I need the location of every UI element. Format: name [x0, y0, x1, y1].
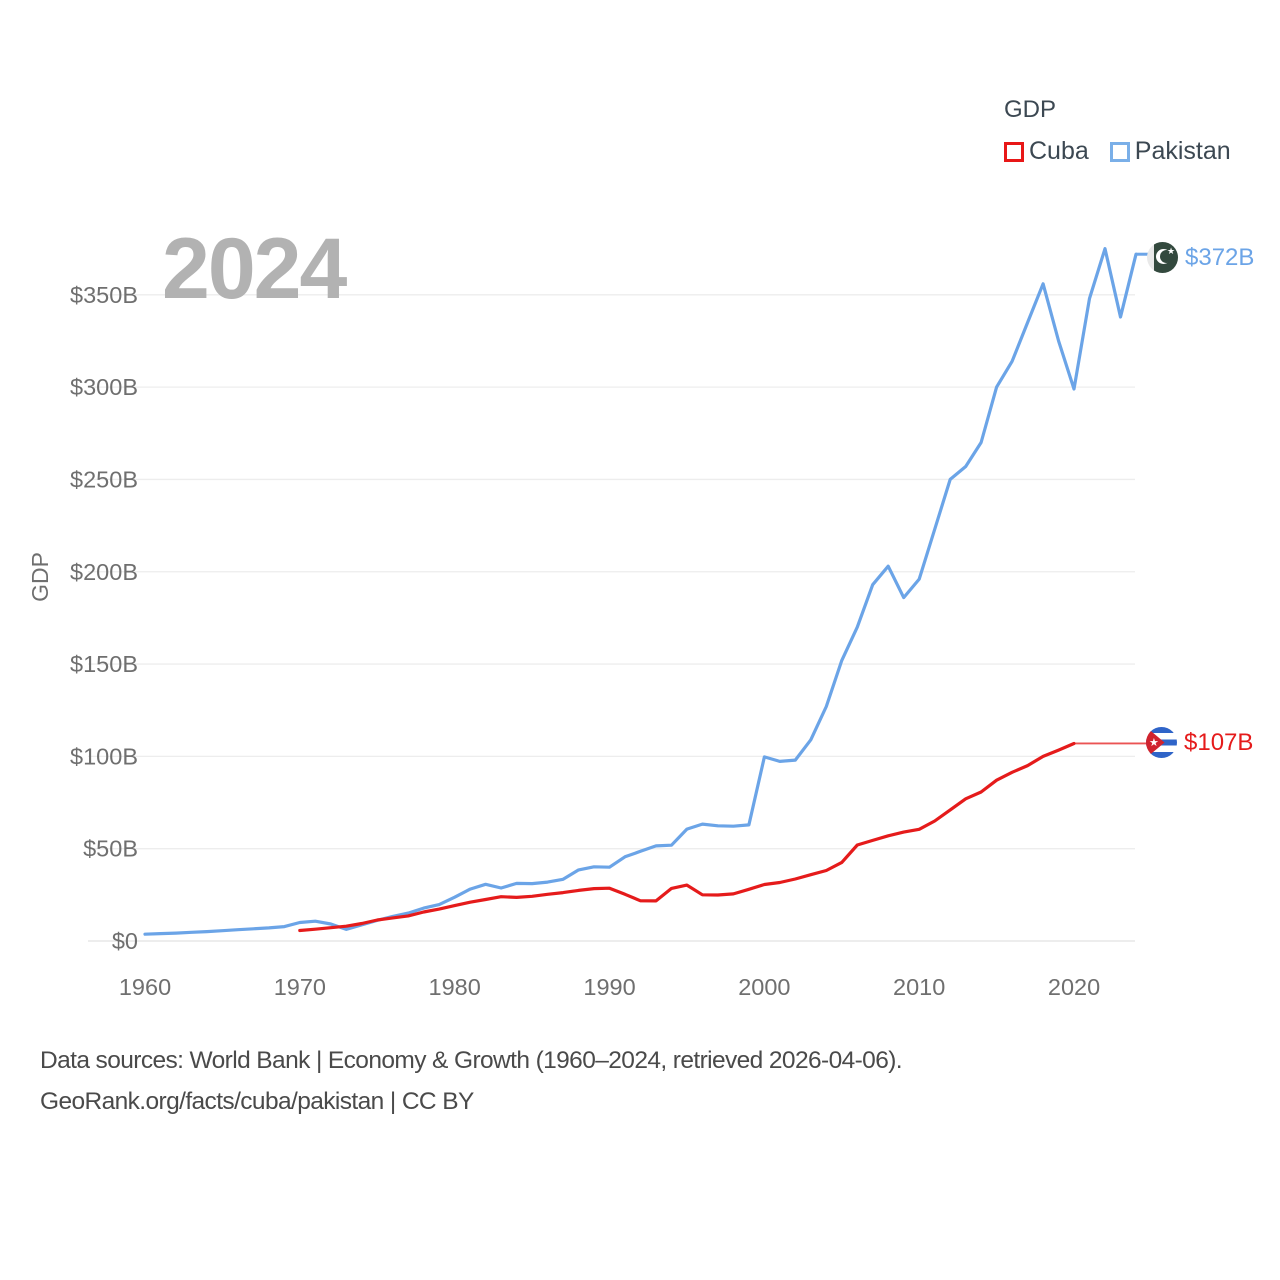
- gdp-line-chart: $0 $50B $100B $150B $200B $250B $300B $350B 1960…: [27, 240, 1150, 1000]
- cuba-flag-icon: ★: [1146, 727, 1177, 758]
- pakistan-flag-icon: ★: [1147, 242, 1178, 273]
- cuba-value-label: $107B: [1184, 728, 1254, 756]
- source-line-1: Data sources: World Bank | Economy & Gro…: [40, 1047, 903, 1074]
- x-tick-label: 1960: [119, 974, 171, 1000]
- pakistan-swatch-icon: [1109, 141, 1130, 162]
- source-line-2: GeoRank.org/facts/cuba/pakistan | CC BY: [40, 1088, 474, 1115]
- source-attribution: Data sources: World Bank | Economy & Gro…: [40, 1040, 903, 1122]
- legend-label-cuba: Cuba: [1029, 137, 1089, 165]
- x-tick-label: 1980: [429, 974, 481, 1000]
- y-axis-title: GDP: [27, 552, 53, 602]
- cuba-line: [298, 741, 1076, 933]
- y-tick-label: $250B: [70, 466, 138, 492]
- x-tick-label: 1970: [274, 974, 326, 1000]
- legend-items: Cuba Pakistan: [1004, 137, 1231, 166]
- legend-title: GDP: [1004, 96, 1057, 123]
- x-tick-label: 2000: [738, 974, 790, 1000]
- legend-item-cuba[interactable]: Cuba: [1004, 137, 1089, 166]
- y-tick-label: $0: [112, 928, 138, 954]
- y-tick-label: $200B: [70, 559, 138, 585]
- y-tick-label: $50B: [83, 836, 138, 862]
- y-tick-label: $100B: [70, 743, 138, 769]
- pakistan-line: [143, 247, 1138, 936]
- x-tick-label: 2020: [1048, 974, 1100, 1000]
- legend-label-pakistan: Pakistan: [1134, 137, 1231, 165]
- pakistan-value-label: $372B: [1185, 243, 1255, 271]
- y-tick-label: $300B: [70, 374, 138, 400]
- x-tick-label: 2010: [893, 974, 945, 1000]
- cuba-end-label: ★ $107B: [1146, 727, 1253, 758]
- cuba-swatch-icon: [1004, 141, 1024, 162]
- legend: GDP Cuba Pakistan: [1004, 96, 1231, 166]
- pakistan-end-label: ★ $372B: [1147, 242, 1254, 273]
- y-tick-label: $150B: [70, 651, 138, 677]
- x-tick-label: 1990: [583, 974, 635, 1000]
- y-tick-label: $350B: [70, 282, 138, 308]
- plot-area[interactable]: [88, 240, 1135, 941]
- legend-item-pakistan[interactable]: Pakistan: [1109, 137, 1231, 166]
- watermark-year: 2024: [162, 221, 347, 317]
